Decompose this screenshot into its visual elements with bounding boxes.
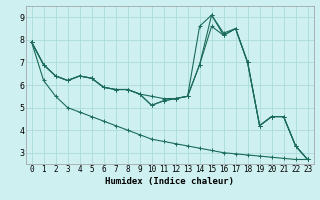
X-axis label: Humidex (Indice chaleur): Humidex (Indice chaleur) xyxy=(105,177,234,186)
